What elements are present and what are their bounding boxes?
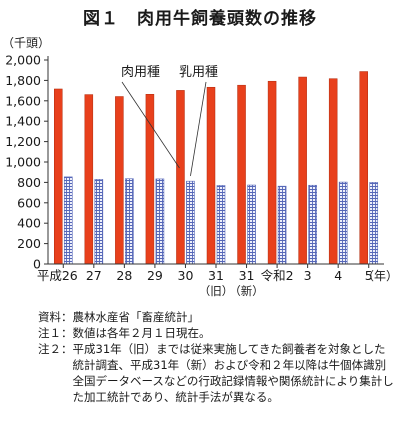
legend-beef-breed: 肉用種 bbox=[121, 64, 160, 80]
legend-dairy-breed: 乳用種 bbox=[179, 64, 218, 80]
note-text: 数値は各年２月１日現在。 bbox=[72, 326, 211, 340]
x-tick-label: 5 bbox=[365, 268, 373, 283]
y-tick-label: 0 bbox=[33, 257, 41, 272]
x-axis-year-suffix: （年） bbox=[362, 269, 398, 283]
bar-dairy-breed bbox=[186, 180, 195, 265]
bar-dairy-breed bbox=[125, 178, 134, 265]
bar-beef-breed bbox=[237, 84, 246, 265]
bar-dairy-breed bbox=[308, 184, 317, 265]
bar-dairy-breed bbox=[63, 176, 73, 265]
note-key: 資料： bbox=[38, 310, 73, 324]
notes-section: 資料： 農林水産省「畜産統計」 注１： 数値は各年２月１日現在。 注２： 平成31年（旧）… bbox=[38, 309, 396, 405]
x-tick-label: 31 bbox=[239, 268, 255, 283]
y-tick-label: 1,400 bbox=[5, 114, 41, 129]
bar-dairy-breed bbox=[155, 178, 165, 265]
y-tick-label: 1,600 bbox=[5, 93, 41, 108]
note-row: 注１： 数値は各年２月１日現在。 bbox=[38, 325, 396, 341]
bar-dairy-breed bbox=[216, 185, 226, 265]
note-row: 注２： 平成31年（旧）までは従来実施してきた飼養者を対象とした統計調査、平成31… bbox=[38, 341, 396, 405]
x-tick-label: 平成26 bbox=[37, 268, 78, 283]
x-tick-sublabel: （旧） bbox=[199, 284, 234, 298]
bar-beef-breed bbox=[359, 71, 368, 265]
chart-title: 図１ 肉用牛飼養頭数の推移 bbox=[83, 9, 317, 29]
x-tick-label: 令和2 bbox=[261, 268, 294, 283]
note-key: 注１： bbox=[38, 326, 73, 340]
bar-beef-breed bbox=[115, 96, 124, 265]
bar-beef-breed bbox=[298, 76, 307, 265]
bar-dairy-breed bbox=[247, 184, 256, 265]
y-tick-label: 400 bbox=[17, 216, 41, 231]
x-tick-label: 27 bbox=[86, 268, 102, 283]
bar-beef-breed bbox=[206, 86, 216, 265]
y-tick-label: 1,000 bbox=[5, 155, 41, 170]
y-tick-label: 1,200 bbox=[5, 134, 41, 149]
x-tick-label: 29 bbox=[147, 268, 163, 283]
x-tick-sublabel: （新） bbox=[229, 284, 264, 298]
bar-beef-breed bbox=[54, 88, 63, 265]
x-tick-label: 30 bbox=[178, 268, 194, 283]
bar-beef-breed bbox=[176, 90, 185, 265]
x-tick-label: 4 bbox=[334, 268, 342, 283]
x-tick-label: 31 bbox=[208, 268, 224, 283]
note-key: 注２： bbox=[38, 342, 73, 356]
y-tick-label: 600 bbox=[17, 195, 41, 210]
bar-dairy-breed bbox=[277, 185, 287, 265]
y-tick-label: 800 bbox=[17, 175, 41, 190]
bar-beef-breed bbox=[328, 78, 338, 265]
y-tick-label: 200 bbox=[17, 236, 41, 251]
bar-dairy-breed bbox=[338, 181, 348, 265]
y-axis-unit-label: （千頭） bbox=[2, 36, 51, 50]
bar-beef-breed bbox=[267, 80, 277, 265]
y-tick-label: 1,800 bbox=[5, 73, 41, 88]
y-tick-label: 2,000 bbox=[5, 53, 41, 68]
x-tick-label: 3 bbox=[304, 268, 312, 283]
bar-chart: 0 200 400 600 800 1,000 1,200 1,400 1,600 1,800 2,… bbox=[5, 53, 398, 299]
bar-dairy-breed bbox=[94, 179, 104, 265]
bar-beef-breed bbox=[84, 94, 94, 265]
legend-leader-beef bbox=[121, 81, 180, 169]
x-tick-label: 28 bbox=[116, 268, 132, 283]
note-row: 資料： 農林水産省「畜産統計」 bbox=[38, 309, 396, 325]
note-text: 農林水産省「畜産統計」 bbox=[72, 310, 200, 324]
legend-leader-dairy bbox=[190, 81, 207, 177]
note-text: 平成31年（旧）までは従来実施してきた飼養者を対象とした統計調査、平成31年（新… bbox=[72, 342, 394, 404]
bar-dairy-breed bbox=[369, 182, 379, 265]
